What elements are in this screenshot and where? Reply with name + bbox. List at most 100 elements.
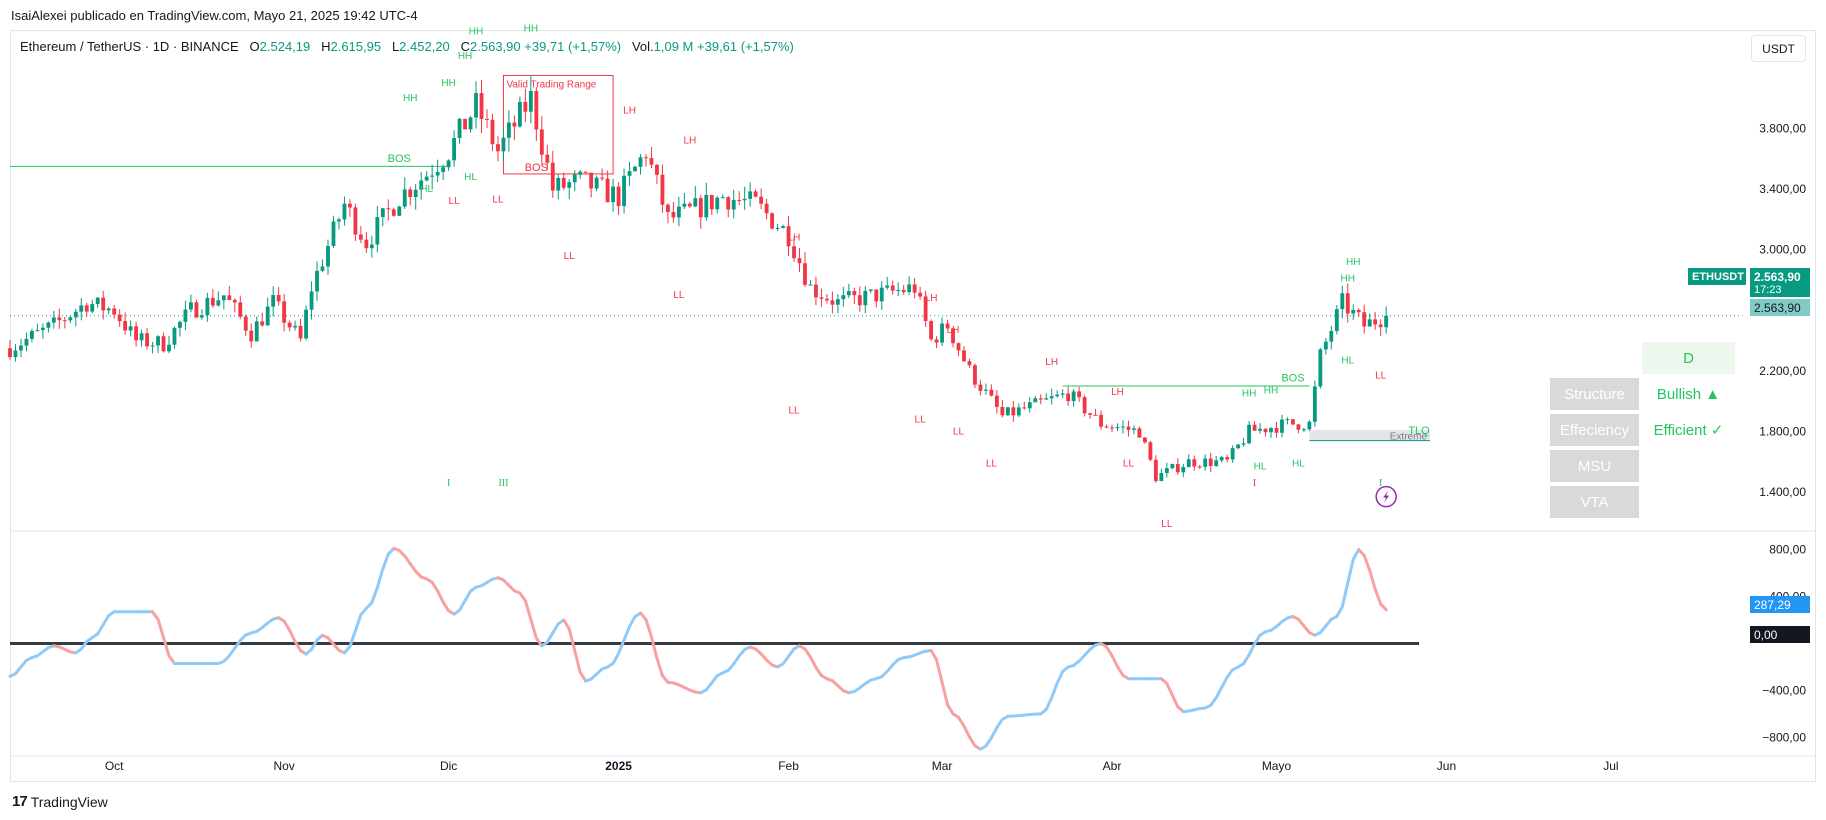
candle-body (210, 297, 215, 306)
structure-label: LH (1045, 357, 1058, 368)
candle-body (1247, 424, 1251, 444)
candle-body (770, 213, 775, 229)
candle-body (282, 301, 287, 323)
structure-label: LL (953, 427, 965, 438)
candle-body (1203, 458, 1208, 467)
candle-body (1269, 428, 1273, 433)
candle-body (1334, 309, 1339, 331)
candle-body (1219, 457, 1224, 461)
structure-label: I (447, 478, 450, 489)
candle-body (896, 290, 901, 292)
candle-body (40, 327, 45, 331)
oscillator-zero-tag: 0,00 (1750, 626, 1810, 643)
candle-body (117, 314, 122, 322)
structure-label: I (1379, 478, 1382, 489)
price-axis-tick-label: 3.400,00 (1759, 182, 1806, 196)
oscillator-line-segment (518, 591, 527, 603)
candle-body (978, 384, 983, 391)
candle-body (1121, 426, 1125, 428)
structure-value: Bullish ▲ (1656, 385, 1721, 403)
tradingview-logo[interactable]: 17 TradingView (12, 793, 108, 810)
candle-body (326, 245, 330, 267)
candle-body (956, 343, 961, 351)
candle-body (1088, 413, 1093, 415)
candle-body (605, 178, 610, 203)
chart-frame[interactable] (10, 30, 1816, 782)
candle-body (68, 317, 73, 321)
structure-label: HH (458, 51, 472, 62)
candle-body (1153, 459, 1158, 482)
oscillator-line-segment (995, 717, 1004, 730)
candle-body (1351, 309, 1356, 314)
candle-body (1137, 428, 1142, 438)
candle-body (232, 299, 237, 303)
candle-body (221, 295, 226, 301)
oscillator-line-segment (967, 735, 977, 748)
candle-body (276, 295, 281, 302)
candle-body (616, 186, 621, 207)
candle-body (929, 321, 934, 340)
symbol-name[interactable]: Ethereum / TetherUS · 1D · BINANCE (20, 39, 239, 54)
candle-body (671, 212, 676, 218)
currency-selector[interactable]: USDT (1751, 35, 1806, 62)
candle-body (309, 291, 314, 310)
candle-body (1263, 428, 1268, 433)
candle-body (199, 315, 204, 318)
candle-body (287, 322, 292, 328)
candle-body (95, 297, 100, 305)
structure-label: HH (403, 93, 417, 104)
structure-label: HL (1292, 458, 1305, 469)
vta-label: VTA (1550, 486, 1639, 518)
oscillator-line-segment (1247, 642, 1257, 657)
candle-body (1181, 467, 1186, 473)
valid-trading-range-label: Valid Trading Range (506, 79, 596, 90)
oscillator-line-segment (940, 680, 950, 707)
oscillator-line-segment (463, 589, 473, 603)
candle-body (227, 295, 232, 300)
oscillator-line-segment (1379, 602, 1388, 612)
oscillator-line-segment (375, 567, 385, 590)
oscillator-line-segment (233, 639, 242, 650)
candle-body (1329, 330, 1334, 342)
candle-body (857, 295, 862, 306)
candle-body (1060, 393, 1065, 395)
structure-label: I (1253, 478, 1256, 489)
oscillator-line-segment (1209, 696, 1218, 707)
candle-body (644, 157, 648, 159)
candle-body (19, 345, 23, 351)
structure-label: LH (788, 233, 801, 244)
candle-body (1016, 407, 1021, 416)
candle-body (348, 203, 352, 208)
structure-label: Structure (1550, 378, 1639, 410)
candle-body (852, 291, 857, 296)
candle-body (567, 182, 572, 188)
oscillator-line-segment (353, 613, 363, 633)
candle-body (1038, 398, 1043, 400)
oscillator-line-segment (1170, 693, 1180, 709)
oscillator-line-segment (1362, 553, 1372, 572)
candle-body (594, 177, 599, 189)
candle-body (665, 204, 670, 213)
candle-body (545, 154, 550, 163)
structure-label: HH (1264, 386, 1278, 397)
oscillator-line-segment (1340, 581, 1350, 609)
structure-label: LL (1161, 519, 1173, 530)
candle-body (62, 320, 67, 322)
candle-body (627, 171, 632, 176)
candle-body (879, 287, 884, 302)
candle-body (989, 389, 994, 396)
candle-body (890, 285, 895, 291)
candle-body (430, 175, 435, 177)
candle-body (709, 194, 714, 210)
symbol-legend[interactable]: Ethereum / TetherUS · 1D · BINANCE O2.52… (20, 39, 794, 54)
candle-body (742, 198, 747, 201)
candle-body (918, 292, 923, 297)
candle-body (139, 333, 144, 341)
oscillator-line-segment (935, 658, 944, 684)
oscillator-line-segment (1335, 605, 1344, 619)
candle-body (633, 166, 637, 172)
candle-body (46, 322, 51, 328)
oscillator-line-segment (1368, 568, 1377, 591)
time-axis-tick-label: Mar (932, 759, 953, 773)
